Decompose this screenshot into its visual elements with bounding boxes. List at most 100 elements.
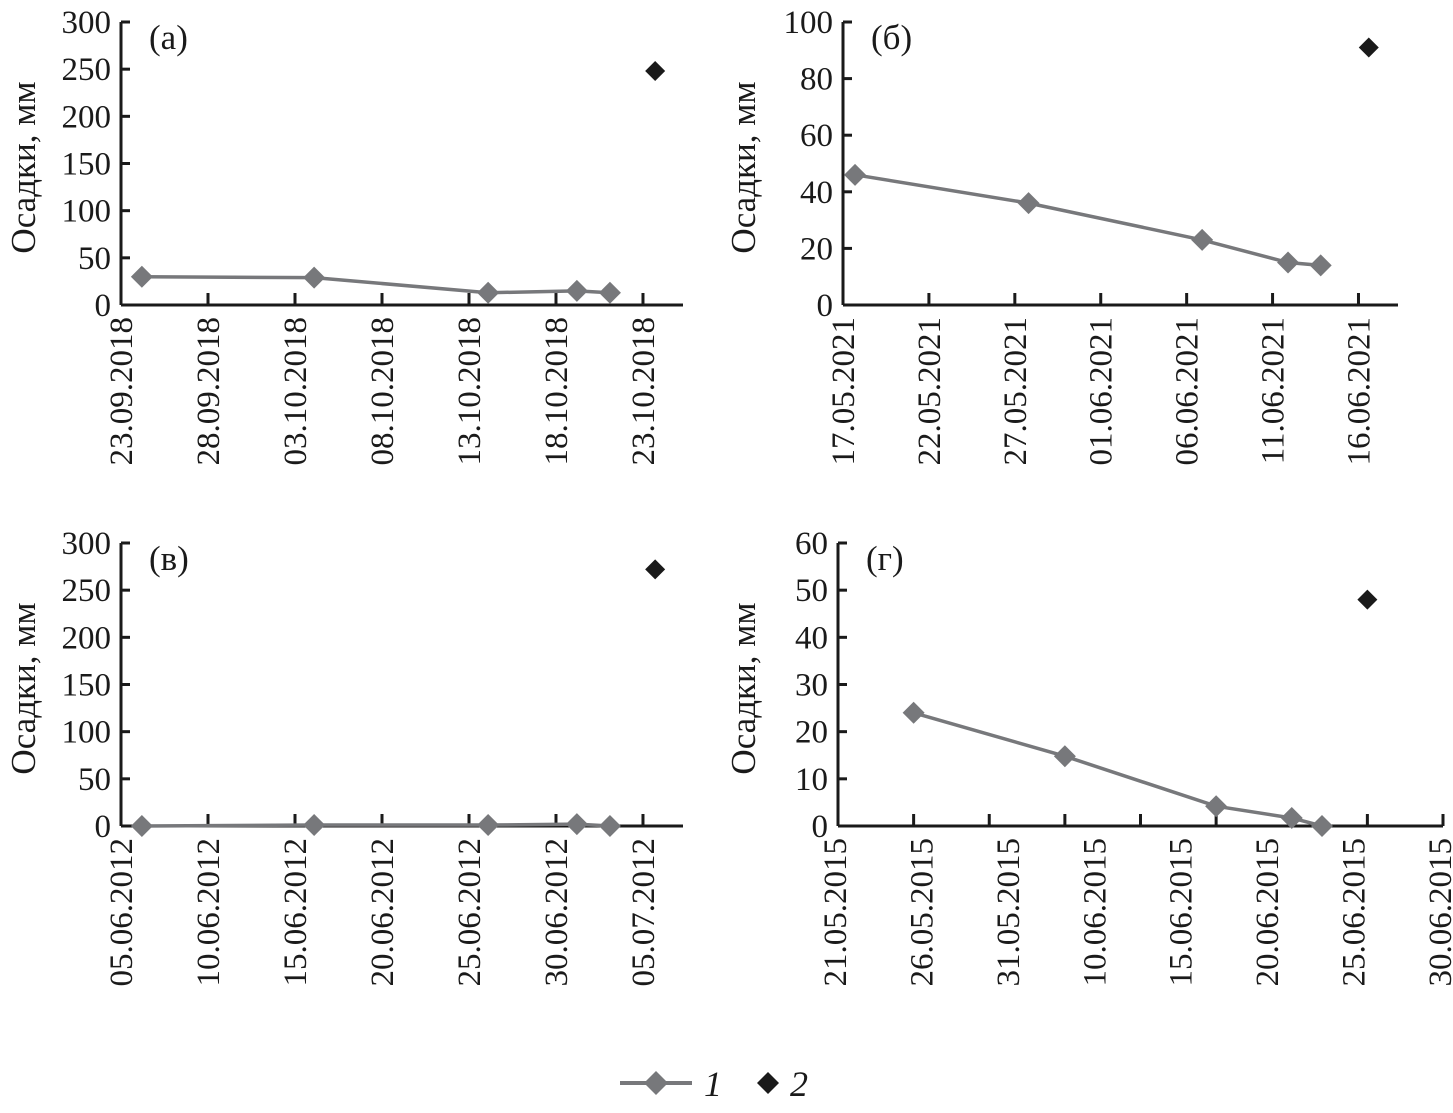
series-1-line — [854, 173, 1321, 268]
y-tick-label: 300 — [62, 5, 112, 41]
x-tick-label: 27.05.2021 — [998, 317, 1034, 466]
y-tick-label: 250 — [62, 573, 112, 609]
series-1-point — [303, 814, 326, 837]
series-1-point — [1205, 795, 1228, 818]
y-tick-label: 250 — [62, 52, 112, 88]
x-tick-label: 31.05.2015 — [991, 838, 1027, 987]
y-tick-label: 20 — [800, 231, 833, 267]
x-tick-label: 03.10.2018 — [278, 317, 314, 466]
series-1-line — [141, 274, 611, 295]
y-tick-label: 60 — [800, 118, 833, 154]
series-1-point — [565, 279, 588, 302]
x-tick-label: 18.10.2018 — [539, 317, 575, 466]
series-1-point — [1277, 251, 1300, 274]
legend-label-2: 2 — [790, 1064, 808, 1104]
x-tick-label: 28.09.2018 — [191, 317, 227, 466]
series-1-point — [477, 281, 500, 304]
series-2-point — [645, 559, 666, 580]
y-tick-label: 200 — [62, 99, 112, 135]
x-tick-label: 05.07.2012 — [626, 838, 662, 987]
chart-panel-1: 0 50 100 150 200 250 300 23.09.2018 28.09.2018 03… — [4, 5, 683, 466]
series-1-point — [1191, 228, 1214, 251]
series-1-point — [477, 814, 500, 837]
legend-marker-1 — [644, 1071, 668, 1095]
y-tick-label: 100 — [784, 5, 834, 41]
x-tick-label: 21.05.2015 — [818, 838, 854, 987]
series-1-point — [303, 266, 326, 289]
y-tick-label: 20 — [795, 715, 828, 751]
x-tick-label: 06.06.2021 — [1170, 317, 1206, 466]
series-1-point — [1311, 815, 1333, 837]
y-tick-label: 100 — [62, 715, 112, 751]
x-tick-label: 13.10.2018 — [452, 317, 488, 466]
x-tick-label: 08.10.2018 — [365, 317, 401, 466]
series-2-point — [645, 61, 666, 82]
panel-label: (г) — [866, 539, 904, 578]
series-1-line — [141, 822, 611, 828]
y-tick-label: 200 — [62, 620, 112, 656]
y-tick-label: 40 — [800, 175, 833, 211]
y-tick-label: 0 — [817, 288, 834, 324]
legend: 1 2 — [620, 1064, 808, 1104]
y-tick-label: 80 — [800, 62, 833, 98]
chart-panel-4: 0 10 20 30 40 50 60 21.05.2015 26.05.2015 31.05.2… — [724, 526, 1453, 987]
x-tick-label: 15.06.2015 — [1164, 838, 1200, 987]
y-tick-label: 50 — [78, 762, 111, 798]
series-1-point — [565, 813, 588, 836]
series-1-point — [902, 701, 925, 724]
y-axis-label: Осадки, мм — [724, 602, 763, 774]
y-tick-label: 40 — [795, 620, 828, 656]
x-tick-label: 20.06.2015 — [1250, 838, 1286, 987]
x-tick-label: 01.06.2021 — [1084, 317, 1120, 466]
x-tick-label: 17.05.2021 — [826, 317, 862, 466]
x-tick-label: 23.10.2018 — [626, 317, 662, 466]
series-1-point — [130, 265, 153, 288]
legend-label-1: 1 — [704, 1064, 722, 1104]
panel-label: (б) — [871, 18, 912, 57]
series-2-point — [1357, 589, 1378, 610]
series-1-point — [1280, 806, 1303, 829]
x-tick-label: 25.06.2015 — [1337, 838, 1373, 987]
y-tick-label: 60 — [795, 526, 828, 562]
y-tick-label: 150 — [62, 668, 112, 704]
x-tick-label: 11.06.2021 — [1256, 317, 1292, 464]
series-1-point — [130, 815, 153, 837]
y-axis-label: Осадки, мм — [4, 602, 43, 774]
y-tick-label: 50 — [795, 573, 828, 609]
y-axis-label: Осадки, мм — [724, 81, 763, 253]
series-1-point — [1053, 745, 1076, 768]
y-tick-label: 0 — [95, 288, 112, 324]
x-tick-label: 26.05.2015 — [904, 838, 940, 987]
y-tick-label: 30 — [795, 668, 828, 704]
x-tick-label: 10.06.2015 — [1077, 838, 1113, 987]
y-tick-label: 300 — [62, 526, 112, 562]
y-tick-label: 0 — [95, 809, 112, 845]
legend-marker-2 — [757, 1072, 779, 1094]
y-tick-label: 100 — [62, 194, 112, 230]
x-tick-label: 05.06.2012 — [104, 838, 140, 987]
chart-panel-2: 0 20 40 60 80 100 17.05.2021 22.05.2021 27.05.20… — [724, 5, 1398, 466]
chart-panel-3: 0 50 100 150 200 250 300 05.06.2012 10.06.2012 15… — [4, 526, 683, 987]
series-1-line — [913, 711, 1323, 828]
x-tick-label: 16.06.2021 — [1341, 317, 1377, 466]
x-tick-label: 22.05.2021 — [912, 317, 948, 466]
series-1-point — [1309, 254, 1332, 277]
x-tick-label: 15.06.2012 — [278, 838, 314, 987]
x-tick-label: 23.09.2018 — [104, 317, 140, 466]
x-tick-label: 30.06.2015 — [1423, 838, 1453, 987]
y-tick-label: 0 — [812, 809, 829, 845]
series-1-point — [598, 815, 621, 837]
y-tick-label: 150 — [62, 147, 112, 183]
x-tick-label: 25.06.2012 — [452, 838, 488, 987]
y-tick-label: 50 — [78, 241, 111, 277]
series-1-point — [844, 163, 867, 186]
y-axis-label: Осадки, мм — [4, 81, 43, 253]
series-2-point — [1358, 37, 1379, 58]
x-tick-label: 20.06.2012 — [365, 838, 401, 987]
y-tick-label: 10 — [795, 762, 828, 798]
x-tick-label: 30.06.2012 — [539, 838, 575, 987]
series-1-point — [598, 281, 621, 304]
x-tick-label: 10.06.2012 — [191, 838, 227, 987]
panel-label: (а) — [149, 18, 188, 57]
